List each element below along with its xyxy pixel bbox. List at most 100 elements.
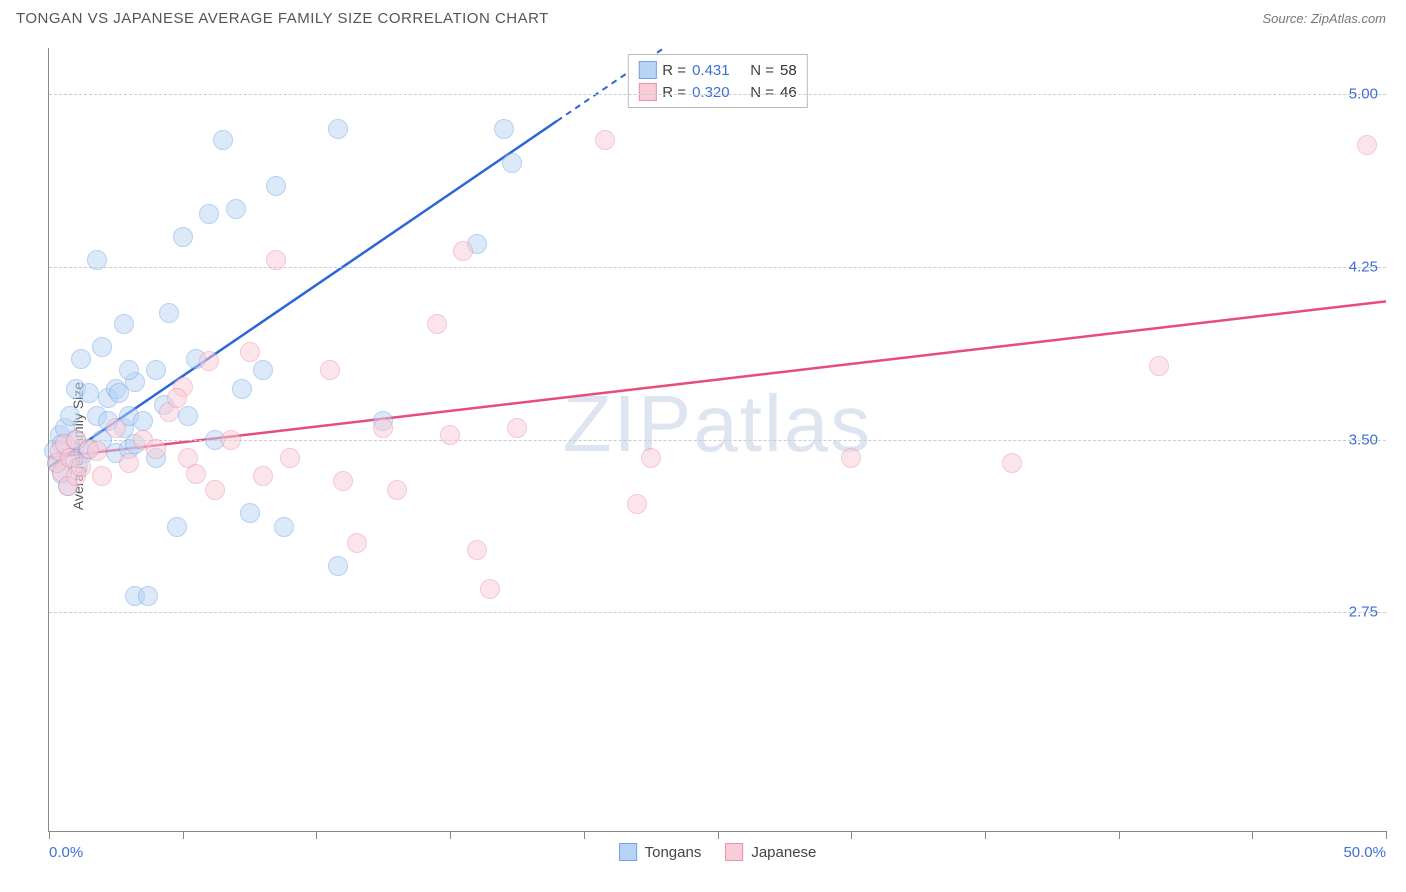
- data-point: [138, 586, 158, 606]
- data-point: [328, 556, 348, 576]
- data-point: [841, 448, 861, 468]
- series-legend: Tongans Japanese: [619, 843, 817, 861]
- legend-label: Japanese: [751, 844, 816, 861]
- data-point: [347, 533, 367, 553]
- data-point: [173, 227, 193, 247]
- gridline: [49, 612, 1386, 613]
- scatter-chart: ZIPatlas R =0.431 N =58R =0.320 N =46 To…: [48, 48, 1386, 832]
- data-point: [328, 119, 348, 139]
- data-point: [178, 406, 198, 426]
- gridline: [49, 267, 1386, 268]
- data-point: [627, 494, 647, 514]
- data-point: [320, 360, 340, 380]
- data-point: [387, 480, 407, 500]
- n-value: 46: [780, 84, 797, 101]
- n-value: 58: [780, 62, 797, 79]
- x-tick: [1386, 831, 1387, 839]
- legend-label: Tongans: [645, 844, 702, 861]
- data-point: [373, 418, 393, 438]
- data-point: [199, 204, 219, 224]
- n-label: N =: [746, 62, 774, 79]
- data-point: [205, 480, 225, 500]
- x-tick: [1119, 831, 1120, 839]
- y-tick-label: 4.25: [1349, 258, 1378, 275]
- data-point: [221, 430, 241, 450]
- chart-header: TONGAN VS JAPANESE AVERAGE FAMILY SIZE C…: [0, 0, 1406, 31]
- data-point: [199, 351, 219, 371]
- data-point: [87, 250, 107, 270]
- x-tick: [1252, 831, 1253, 839]
- r-value: 0.431: [692, 62, 740, 79]
- data-point: [232, 379, 252, 399]
- data-point: [71, 349, 91, 369]
- data-point: [79, 383, 99, 403]
- data-point: [595, 130, 615, 150]
- data-point: [167, 388, 187, 408]
- data-point: [186, 464, 206, 484]
- y-tick-label: 5.00: [1349, 86, 1378, 103]
- x-tick: [851, 831, 852, 839]
- x-tick: [450, 831, 451, 839]
- data-point: [106, 418, 126, 438]
- data-point: [253, 360, 273, 380]
- gridline: [49, 94, 1386, 95]
- legend-swatch: [638, 61, 656, 79]
- data-point: [274, 517, 294, 537]
- x-tick: [718, 831, 719, 839]
- data-point: [240, 342, 260, 362]
- chart-title: TONGAN VS JAPANESE AVERAGE FAMILY SIZE C…: [16, 10, 549, 27]
- legend-row: R = 0.320 N = 46: [638, 81, 796, 103]
- data-point: [133, 411, 153, 431]
- data-point: [167, 517, 187, 537]
- data-point: [71, 457, 91, 477]
- data-point: [1357, 135, 1377, 155]
- y-tick-label: 2.75: [1349, 604, 1378, 621]
- data-point: [87, 441, 107, 461]
- data-point: [60, 406, 80, 426]
- legend-swatch: [619, 843, 637, 861]
- data-point: [440, 425, 460, 445]
- x-axis-label: 50.0%: [1343, 844, 1386, 861]
- data-point: [266, 176, 286, 196]
- data-point: [146, 439, 166, 459]
- x-axis-label: 0.0%: [49, 844, 83, 861]
- gridline: [49, 440, 1386, 441]
- data-point: [1002, 453, 1022, 473]
- data-point: [641, 448, 661, 468]
- n-label: N =: [746, 84, 774, 101]
- data-point: [213, 130, 233, 150]
- data-point: [146, 360, 166, 380]
- data-point: [453, 241, 473, 261]
- legend-swatch: [725, 843, 743, 861]
- r-label: R =: [662, 84, 686, 101]
- legend-row: R = 0.431 N = 58: [638, 59, 796, 81]
- data-point: [119, 360, 139, 380]
- data-point: [494, 119, 514, 139]
- data-point: [467, 540, 487, 560]
- data-point: [480, 579, 500, 599]
- y-tick-label: 3.50: [1349, 431, 1378, 448]
- data-point: [159, 303, 179, 323]
- legend-swatch: [638, 83, 656, 101]
- data-point: [226, 199, 246, 219]
- source-attribution: Source: ZipAtlas.com: [1262, 11, 1386, 26]
- x-tick: [49, 831, 50, 839]
- data-point: [333, 471, 353, 491]
- data-point: [240, 503, 260, 523]
- data-point: [280, 448, 300, 468]
- data-point: [1149, 356, 1169, 376]
- data-point: [427, 314, 447, 334]
- correlation-legend: R = 0.431 N = 58 R = 0.320 N = 46: [627, 54, 807, 108]
- data-point: [114, 314, 134, 334]
- data-point: [507, 418, 527, 438]
- data-point: [502, 153, 522, 173]
- data-point: [266, 250, 286, 270]
- r-label: R =: [662, 62, 686, 79]
- data-point: [92, 337, 112, 357]
- r-value: 0.320: [692, 84, 740, 101]
- x-tick: [183, 831, 184, 839]
- x-tick: [584, 831, 585, 839]
- data-point: [119, 453, 139, 473]
- data-point: [92, 466, 112, 486]
- watermark-text: ZIPatlas: [563, 378, 872, 470]
